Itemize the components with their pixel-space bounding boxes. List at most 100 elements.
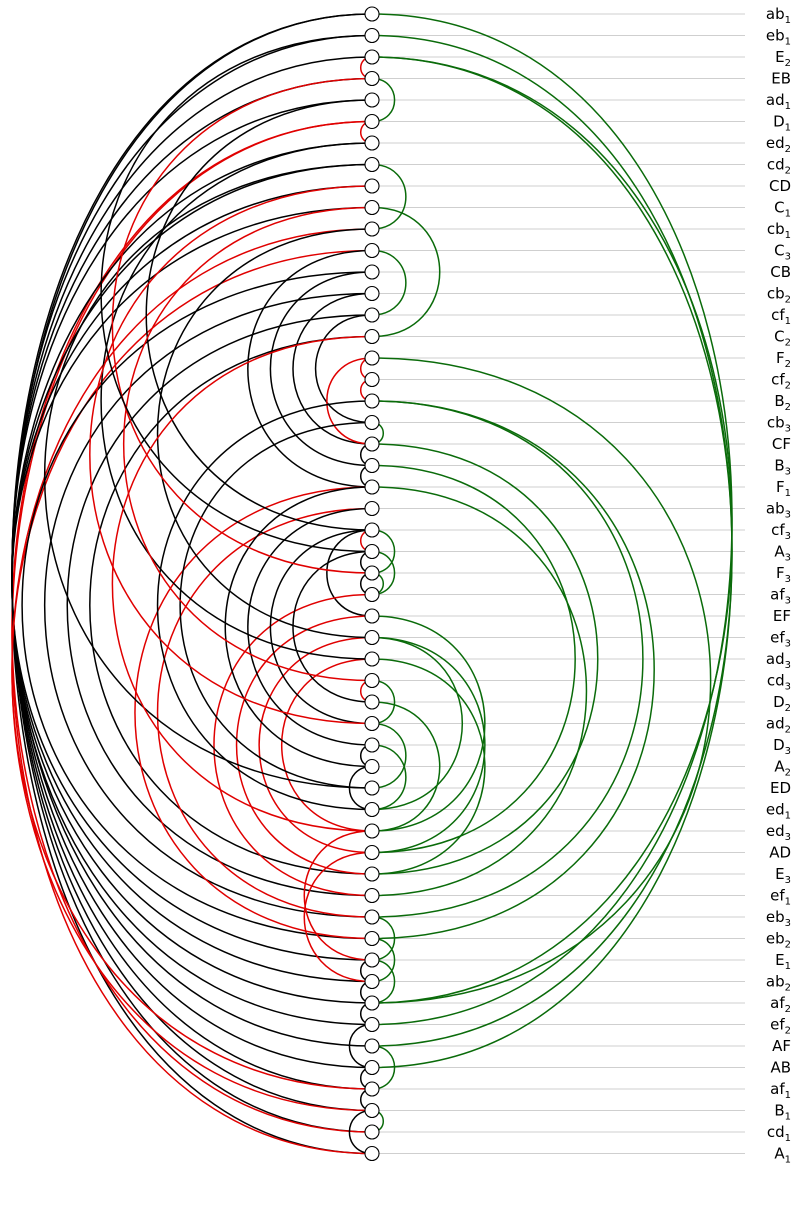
left-arc-black <box>11 13 373 1155</box>
node-circle <box>364 543 380 560</box>
left-arc-red <box>111 335 373 832</box>
node-label-subscript: 3 <box>785 510 791 521</box>
node-labels: ab1eb1E2EBad1D1ed2cd2CDC1cb1C3CBcb2cf1C2… <box>766 5 791 1166</box>
node-label-subscript: 3 <box>785 531 791 542</box>
node-circle <box>364 672 380 689</box>
node-label: cb3 <box>767 414 791 435</box>
node-label-subscript: 2 <box>785 725 791 736</box>
node-circle <box>364 844 380 861</box>
node-circle <box>364 780 380 796</box>
node-label: E3 <box>775 865 791 886</box>
node-circle <box>364 1145 380 1162</box>
node-label-base: F <box>776 349 785 367</box>
node-label-base: ed <box>766 822 785 840</box>
node-circle <box>364 371 380 388</box>
node-circle <box>364 887 380 904</box>
node-label-base: ad <box>766 650 785 668</box>
node-label-subscript: 3 <box>785 467 791 478</box>
node-circle <box>364 457 380 474</box>
node-label-subscript: 3 <box>785 574 791 585</box>
node-label: af3 <box>770 586 791 607</box>
left-arc-black <box>11 206 373 961</box>
right-arc-green <box>371 1045 396 1090</box>
node-label-base: A <box>774 543 785 561</box>
node-label: D2 <box>773 693 791 714</box>
left-arc-red <box>281 658 373 832</box>
left-arc-red <box>134 486 373 940</box>
node-circle <box>364 393 380 409</box>
node-label-base: EF <box>773 607 791 625</box>
left-arc-black <box>156 228 373 639</box>
right-arc-green <box>371 400 655 940</box>
node-label-subscript: 1 <box>785 961 791 972</box>
node-label-base: AF <box>772 1037 791 1055</box>
node-circle <box>364 651 380 667</box>
node-label: ef2 <box>770 1016 791 1037</box>
node-label-base: cb <box>767 414 785 432</box>
node-label: eb2 <box>766 930 791 951</box>
left-arc-black <box>269 271 373 467</box>
node-label: F2 <box>776 349 791 370</box>
right-arc-green <box>371 13 733 1026</box>
right-arc-green <box>371 400 644 918</box>
right-arc-green <box>371 636 486 854</box>
left-arc-red <box>303 830 373 961</box>
node-circle <box>364 221 380 237</box>
node-label: ef1 <box>770 887 791 908</box>
node-label-subscript: 1 <box>785 15 791 26</box>
left-arc-black <box>247 507 373 746</box>
node-label-subscript: 1 <box>785 897 791 908</box>
node-label-subscript: 2 <box>785 768 791 779</box>
node-label-base: eb <box>766 930 785 948</box>
node-label-subscript: 1 <box>785 209 791 220</box>
node-label-base: C <box>774 328 784 346</box>
guide-lines <box>379 13 745 1154</box>
node-circle <box>364 715 380 732</box>
node-circle <box>364 608 380 624</box>
node-circle <box>364 758 380 775</box>
node-label: AB <box>770 1059 791 1077</box>
node-label-subscript: 2 <box>785 983 791 994</box>
node-label-subscript: 2 <box>785 166 791 177</box>
node-label-base: ef <box>770 887 785 905</box>
node-circle <box>364 242 380 259</box>
node-label-subscript: 3 <box>785 660 791 671</box>
node-circle <box>364 49 380 65</box>
node-label-subscript: 2 <box>785 1004 791 1015</box>
node-circle <box>364 973 380 990</box>
left-arc-red <box>258 636 373 854</box>
node-circle <box>364 694 380 710</box>
right-arc-green <box>371 959 396 1004</box>
node-label: B1 <box>774 1102 791 1123</box>
node-label-base: ab <box>766 500 785 518</box>
node-label: ad2 <box>766 715 791 736</box>
right-arc-green <box>371 529 396 574</box>
left-arc-red <box>89 185 373 725</box>
node-circle <box>364 113 380 130</box>
node-label: E1 <box>775 951 791 972</box>
right-arc-green <box>371 744 407 811</box>
right-arc-green <box>371 916 396 961</box>
left-arc-black <box>11 34 373 1112</box>
node-label-base: B <box>774 1102 784 1120</box>
node-label-base: AB <box>770 1059 791 1077</box>
node-label-base: A <box>774 758 785 776</box>
left-arc-black <box>269 529 373 725</box>
node-label: cd3 <box>767 672 791 693</box>
node-label-subscript: 1 <box>785 1133 791 1144</box>
node-circle <box>364 801 380 818</box>
node-circle <box>364 952 380 968</box>
node-label-base: ab <box>766 973 785 991</box>
node-label-subscript: 1 <box>785 1155 791 1166</box>
node-circle <box>364 328 380 345</box>
node-label-subscript: 2 <box>785 359 791 370</box>
left-arc-black <box>100 34 373 553</box>
node-label: ed1 <box>766 801 791 822</box>
node-label: CB <box>770 263 791 281</box>
left-arc-red <box>236 615 373 875</box>
right-arc-green <box>371 206 441 338</box>
right-arc-green <box>371 701 441 832</box>
node-label-subscript: 3 <box>785 252 791 263</box>
node-circle <box>364 1059 380 1076</box>
node-label: cf2 <box>771 371 791 392</box>
